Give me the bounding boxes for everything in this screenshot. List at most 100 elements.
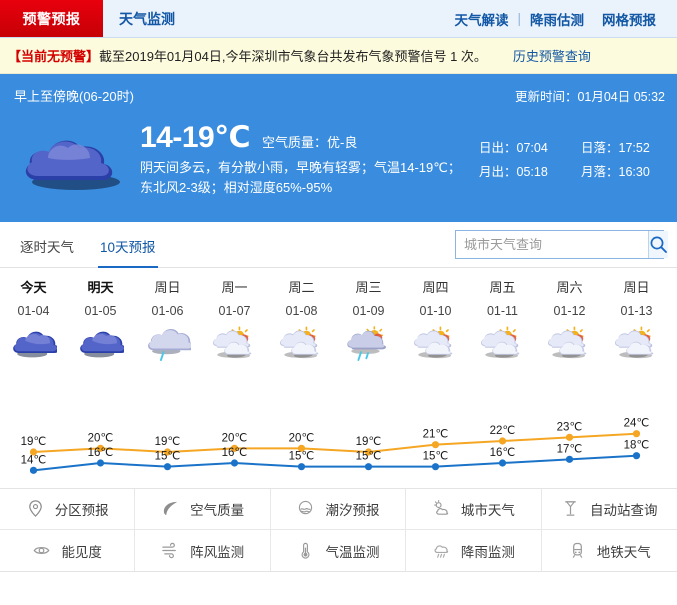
menu-item-label: 潮汐预报 (325, 503, 380, 518)
high-temp-point[interactable] (364, 448, 373, 456)
menu-item[interactable]: 城市天气 (406, 489, 542, 530)
high-temp-point[interactable] (632, 430, 641, 438)
forecast-day-name: 明天 (87, 280, 114, 295)
map-pin-icon (26, 499, 46, 519)
menu-item[interactable]: 自动站查询 (541, 489, 677, 530)
forecast-tab-row: 逐时天气 10天预报 (0, 222, 677, 268)
menu-item[interactable]: 气温监测 (271, 530, 407, 571)
menu-item[interactable]: 地铁天气 (542, 530, 677, 571)
low-temp-point[interactable] (230, 459, 239, 467)
menu-item-label: 降雨监测 (460, 544, 515, 560)
high-temp-point[interactable] (498, 437, 507, 445)
sunset-label: 日落：17:52 (581, 141, 650, 155)
low-temp-point[interactable] (364, 463, 373, 471)
high-temp-label: 20℃ (88, 432, 114, 444)
alert-status-badge: 【当前无预警】 (8, 49, 100, 64)
forecast-day-column[interactable]: 周一 01-07 (201, 268, 268, 365)
menu-item[interactable]: 能见度 (0, 530, 136, 571)
low-temp-point[interactable] (29, 466, 38, 474)
menu-item-label: 空气质量 (190, 503, 245, 518)
menu-item[interactable]: 空气质量 (135, 489, 271, 530)
high-temp-point[interactable] (29, 448, 38, 456)
menu-item-label: 城市天气 (460, 503, 515, 518)
forecast-day-date: 01-11 (486, 304, 519, 318)
partly-sunny-icon (614, 325, 660, 365)
forecast-day-date: 01-04 (17, 304, 50, 318)
high-temp-label: 23℃ (557, 421, 583, 433)
nav-link-weather-interpretation[interactable]: 天气解读 (454, 12, 509, 28)
tab-weather-monitor[interactable]: 天气监测 (103, 0, 191, 37)
forecast-day-column[interactable]: 周日 01-13 (603, 268, 670, 365)
nav-link-rain-estimation[interactable]: 降雨估测 (530, 12, 584, 28)
low-temp-point[interactable] (163, 463, 172, 471)
tab-ten-day-forecast[interactable]: 10天预报 (98, 236, 158, 268)
partly-sunny-icon (547, 325, 593, 365)
high-temp-point[interactable] (96, 444, 105, 452)
menu-item-label: 能见度 (61, 544, 102, 560)
forecast-day-date: 01-08 (285, 304, 318, 318)
high-temp-point[interactable] (565, 433, 574, 441)
rain-icon (145, 325, 194, 365)
low-temp-label: 16℃ (222, 447, 248, 459)
forecast-day-column[interactable]: 周四 01-10 (402, 268, 469, 365)
forecast-day-column[interactable]: 明天 01-05 (67, 268, 134, 365)
forecast-day-column[interactable]: 周六 01-12 (536, 268, 603, 365)
low-temp-point[interactable] (632, 452, 641, 460)
moonrise-label: 月出：05:18 (479, 165, 548, 179)
menu-item-label: 地铁天气 (596, 544, 651, 560)
menu-item[interactable]: 潮汐预报 (270, 489, 407, 530)
city-search-box[interactable] (455, 230, 668, 259)
forecast-day-name: 周二 (288, 280, 315, 295)
low-temp-label: 16℃ (88, 447, 114, 459)
low-temp-point[interactable] (96, 459, 105, 467)
forecast-day-column[interactable]: 周五 01-11 (469, 268, 536, 365)
high-temp-point[interactable] (297, 444, 306, 452)
forecast-day-name: 周六 (556, 280, 583, 295)
wind-icon (161, 541, 181, 561)
thermometer-icon (296, 541, 316, 561)
menu-item[interactable]: 阵风监测 (135, 530, 271, 571)
low-temp-label: 15℃ (155, 451, 181, 463)
forecast-day-name: 周日 (154, 280, 181, 295)
low-temp-point[interactable] (565, 455, 574, 463)
forecast-day-name: 周五 (489, 280, 516, 295)
search-input[interactable] (456, 231, 648, 258)
high-temp-point[interactable] (163, 448, 172, 456)
current-weather-panel: 早上至傍晚(06-20时) 更新时间：01月04日 05:32 14-19℃ 空… (0, 74, 677, 222)
menu-item-label: 分区预报 (54, 503, 109, 518)
air-quality-label: 空气质量：优-良 (262, 135, 358, 150)
low-temp-point[interactable] (297, 463, 306, 471)
sun-cloud-icon (432, 499, 452, 519)
forecast-day-column[interactable]: 周三 01-09 (335, 268, 402, 365)
forecast-day-date: 01-07 (218, 304, 251, 318)
forecast-day-date: 01-10 (419, 304, 452, 318)
low-temp-label: 17℃ (557, 443, 583, 455)
partly-sunny-icon (212, 325, 258, 365)
partly-sunny-icon (279, 325, 325, 365)
menu-item[interactable]: 降雨监测 (406, 530, 542, 571)
menu-item[interactable]: 分区预报 (0, 489, 136, 530)
eye-icon (32, 541, 52, 561)
low-temp-point[interactable] (431, 463, 440, 471)
leaf-icon (161, 499, 181, 519)
nav-separator: | (517, 11, 521, 26)
menu-item-label: 气温监测 (325, 544, 380, 560)
search-button[interactable] (648, 231, 668, 258)
temperature-chart: 19℃ 20℃ 19℃ 20℃ 20℃ 19℃ 21℃ 22℃ 23℃ 24℃ 14℃ 16℃ 15℃ 1… (21, 418, 649, 474)
forecast-day-column[interactable]: 周二 01-08 (268, 268, 335, 365)
high-temp-point[interactable] (230, 444, 239, 452)
bottom-menu-grid: 分区预报 空气质量 潮汐预报 城市天气 自动站查询能见度 阵风监测 气温监测 降雨监测 地铁天气 (0, 488, 677, 572)
low-temp-label: 15℃ (356, 451, 382, 463)
alert-history-link[interactable]: 历史预警查询 (512, 49, 591, 64)
sun-shower-icon (346, 325, 392, 365)
low-temp-label: 16℃ (490, 447, 516, 459)
nav-link-grid-forecast[interactable]: 网格预报 (602, 12, 656, 28)
forecast-day-column[interactable]: 今天 01-04 (0, 268, 67, 365)
tab-alert-forecast[interactable]: 预警预报 (0, 0, 103, 37)
forecast-day-column[interactable]: 周日 01-06 (134, 268, 201, 365)
tab-hourly-weather[interactable]: 逐时天气 (20, 240, 74, 255)
high-temp-point[interactable] (431, 441, 440, 449)
menu-item-label: 自动站查询 (590, 503, 658, 518)
low-temp-point[interactable] (498, 459, 507, 467)
